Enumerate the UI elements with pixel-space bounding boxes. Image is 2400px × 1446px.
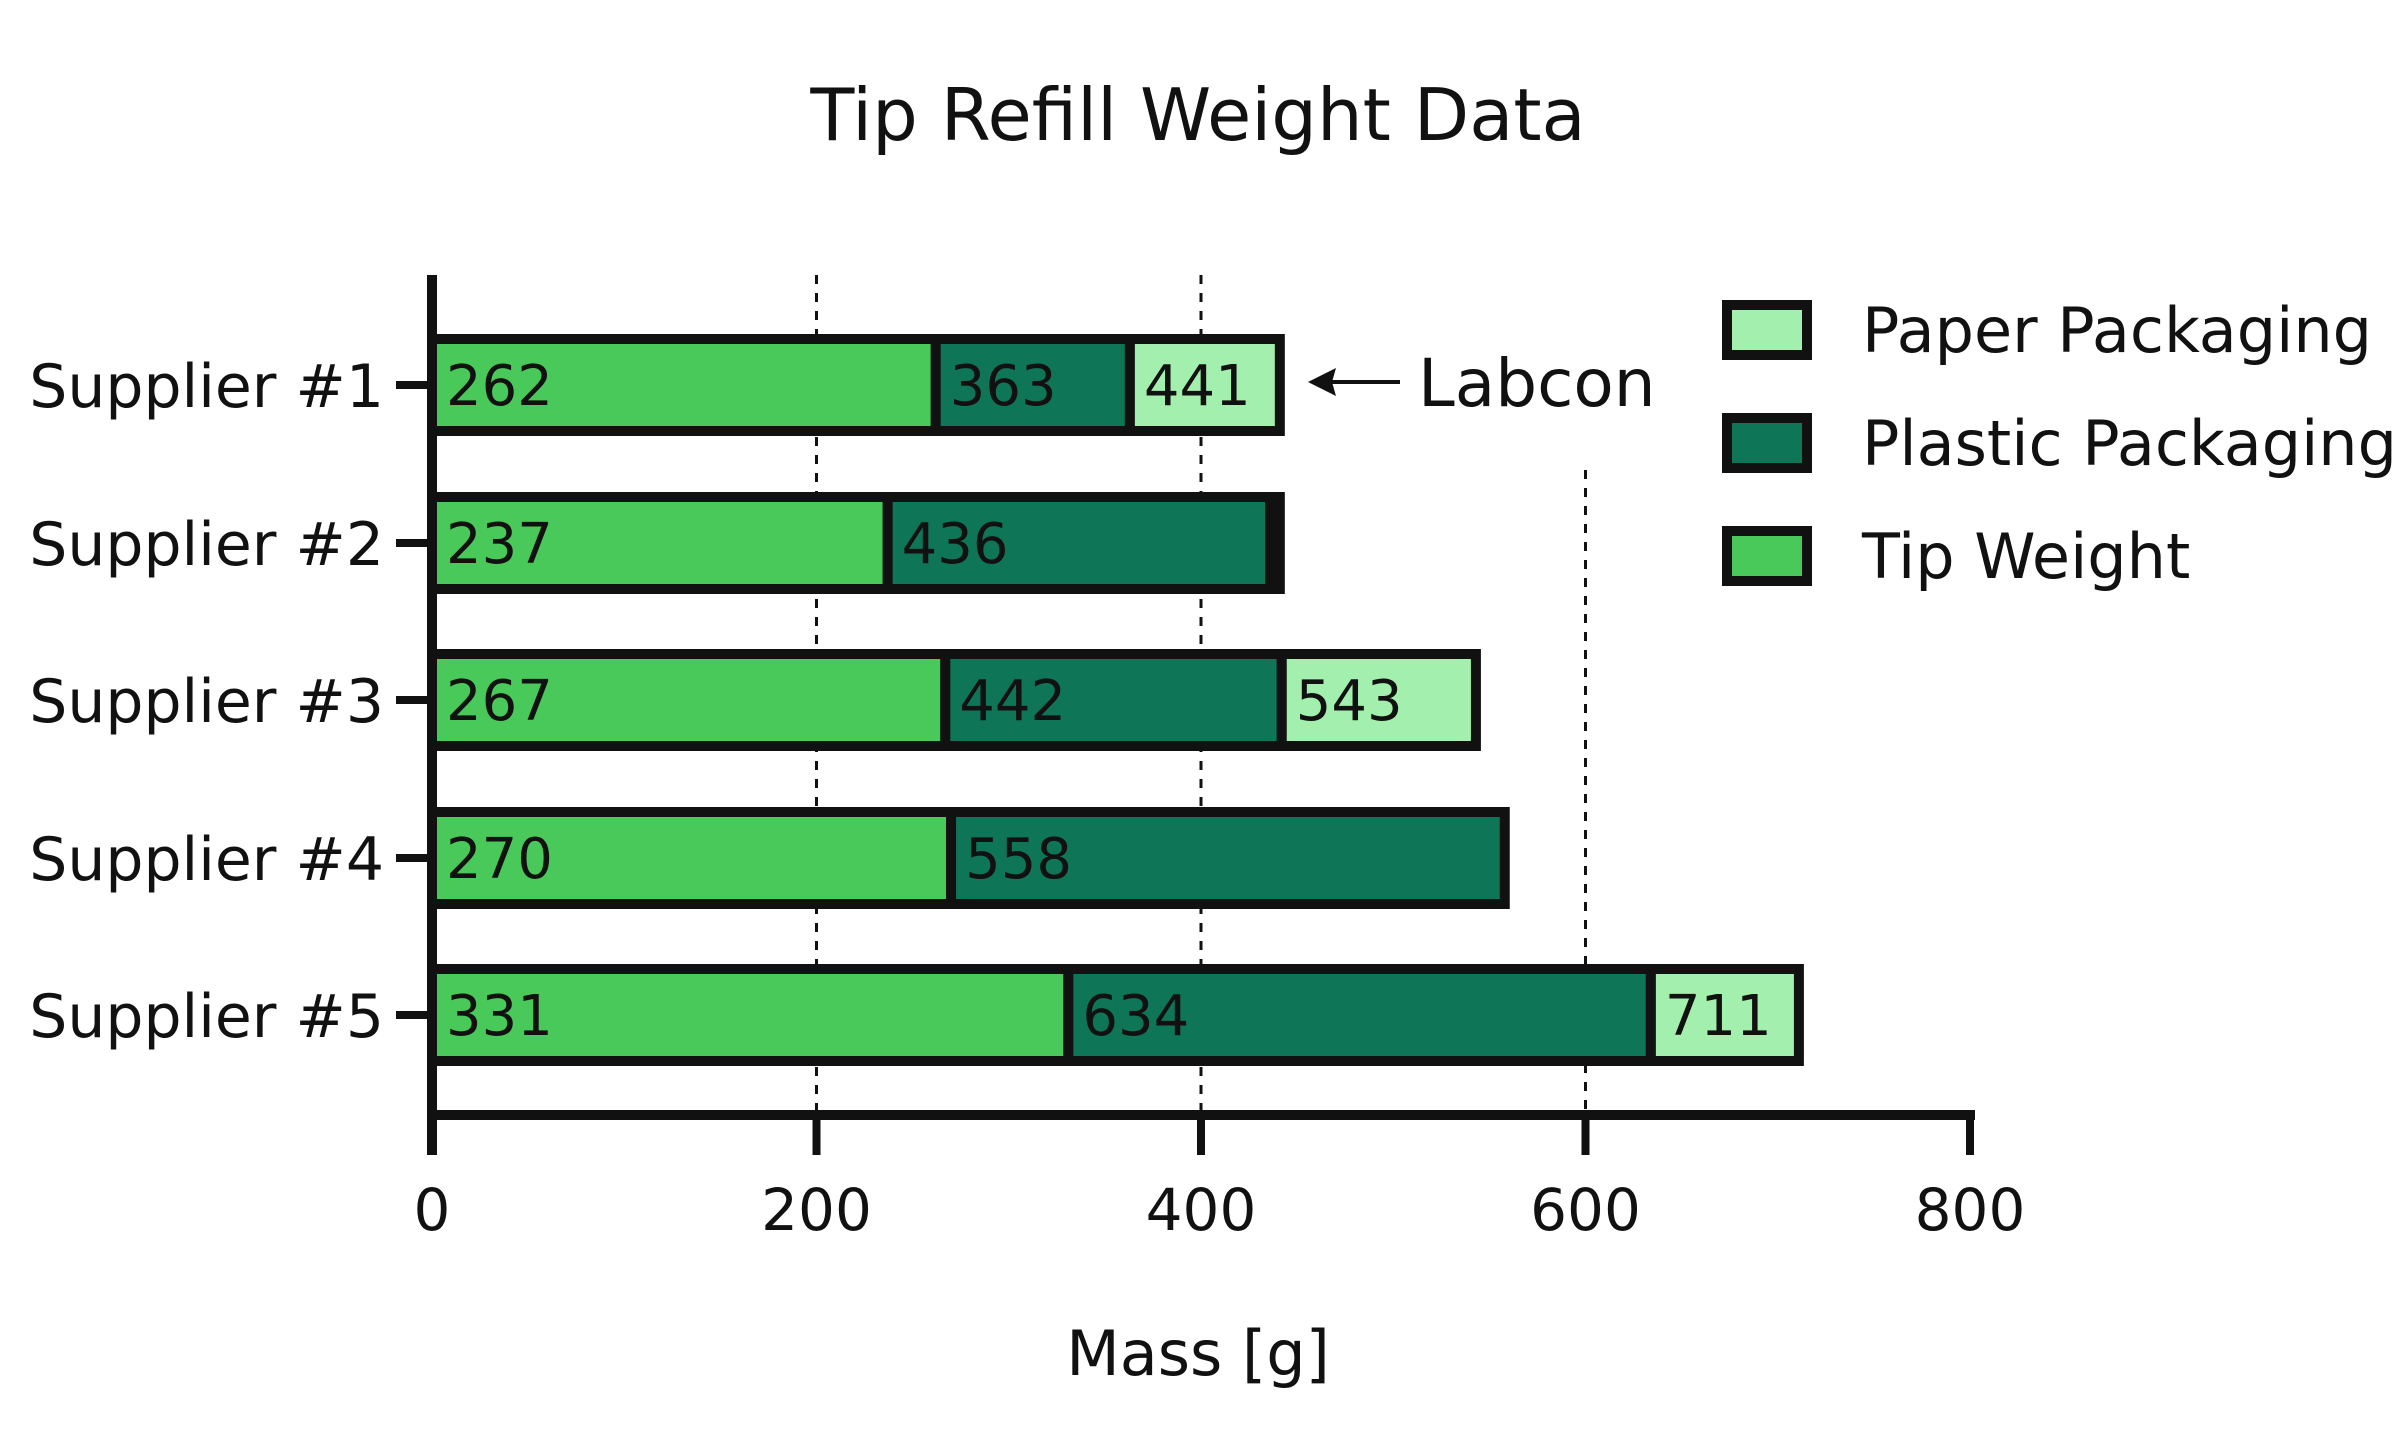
chart-title: Tip Refill Weight Data [809, 73, 1585, 157]
annotation: Labcon [1308, 345, 1656, 422]
x-tick-label: 800 [1915, 1176, 2026, 1244]
legend-label: Tip Weight [1861, 520, 2190, 593]
y-category-label: Supplier #5 [29, 982, 384, 1052]
x-tick-label: 600 [1530, 1176, 1641, 1244]
bar-value-label: 543 [1296, 669, 1403, 734]
legend-label: Paper Packaging [1862, 294, 2372, 367]
bar-segment [1645, 964, 1804, 1066]
bar-segment [427, 649, 951, 751]
y-category-label: Supplier #1 [29, 352, 384, 422]
x-tick-label: 400 [1146, 1176, 1257, 1244]
bar-segment [1124, 334, 1285, 436]
bar-value-label: 558 [965, 827, 1072, 892]
bar-segment [1265, 492, 1285, 594]
bar-segment [946, 807, 1510, 909]
bar-value-label: 262 [446, 354, 553, 419]
y-category-label: Supplier #4 [29, 825, 384, 895]
bar-value-label: 634 [1082, 984, 1189, 1049]
bar-value-label: 331 [446, 984, 553, 1049]
bar-value-label: 267 [446, 669, 553, 734]
axes: 0 200 400 600 800 Supplier #1 Supplier #2 Suppl… [29, 275, 2025, 1244]
y-category-label: Supplier #3 [29, 667, 384, 737]
x-tick-label: 200 [761, 1176, 872, 1244]
bar-value-label: 441 [1144, 354, 1251, 419]
legend-label: Plastic Packaging [1862, 407, 2397, 480]
bar-value-label: 237 [446, 512, 553, 577]
y-category-label: Supplier #2 [29, 510, 384, 580]
bar-value-label: 270 [446, 827, 553, 892]
bars-group: 262 363 441 237 436 267 442 543 270 558 331 634 711 [427, 334, 1804, 1066]
bar-segment [1276, 649, 1481, 751]
legend-swatch [1722, 413, 1812, 473]
bar-value-label: 363 [950, 354, 1057, 419]
x-axis-title: Mass [g] [1066, 1317, 1330, 1390]
bar-value-label: 436 [902, 512, 1009, 577]
legend-swatch [1722, 300, 1812, 360]
bar-segment [427, 492, 893, 594]
legend: Paper Packaging Plastic Packaging Tip Weig… [1722, 294, 2397, 593]
bar-value-label: 442 [959, 669, 1066, 734]
x-tick-label: 0 [414, 1176, 451, 1244]
bar-value-label: 711 [1665, 984, 1772, 1049]
annotation-label: Labcon [1418, 345, 1656, 422]
annotation-arrowhead [1308, 368, 1336, 396]
legend-swatch [1722, 526, 1812, 586]
